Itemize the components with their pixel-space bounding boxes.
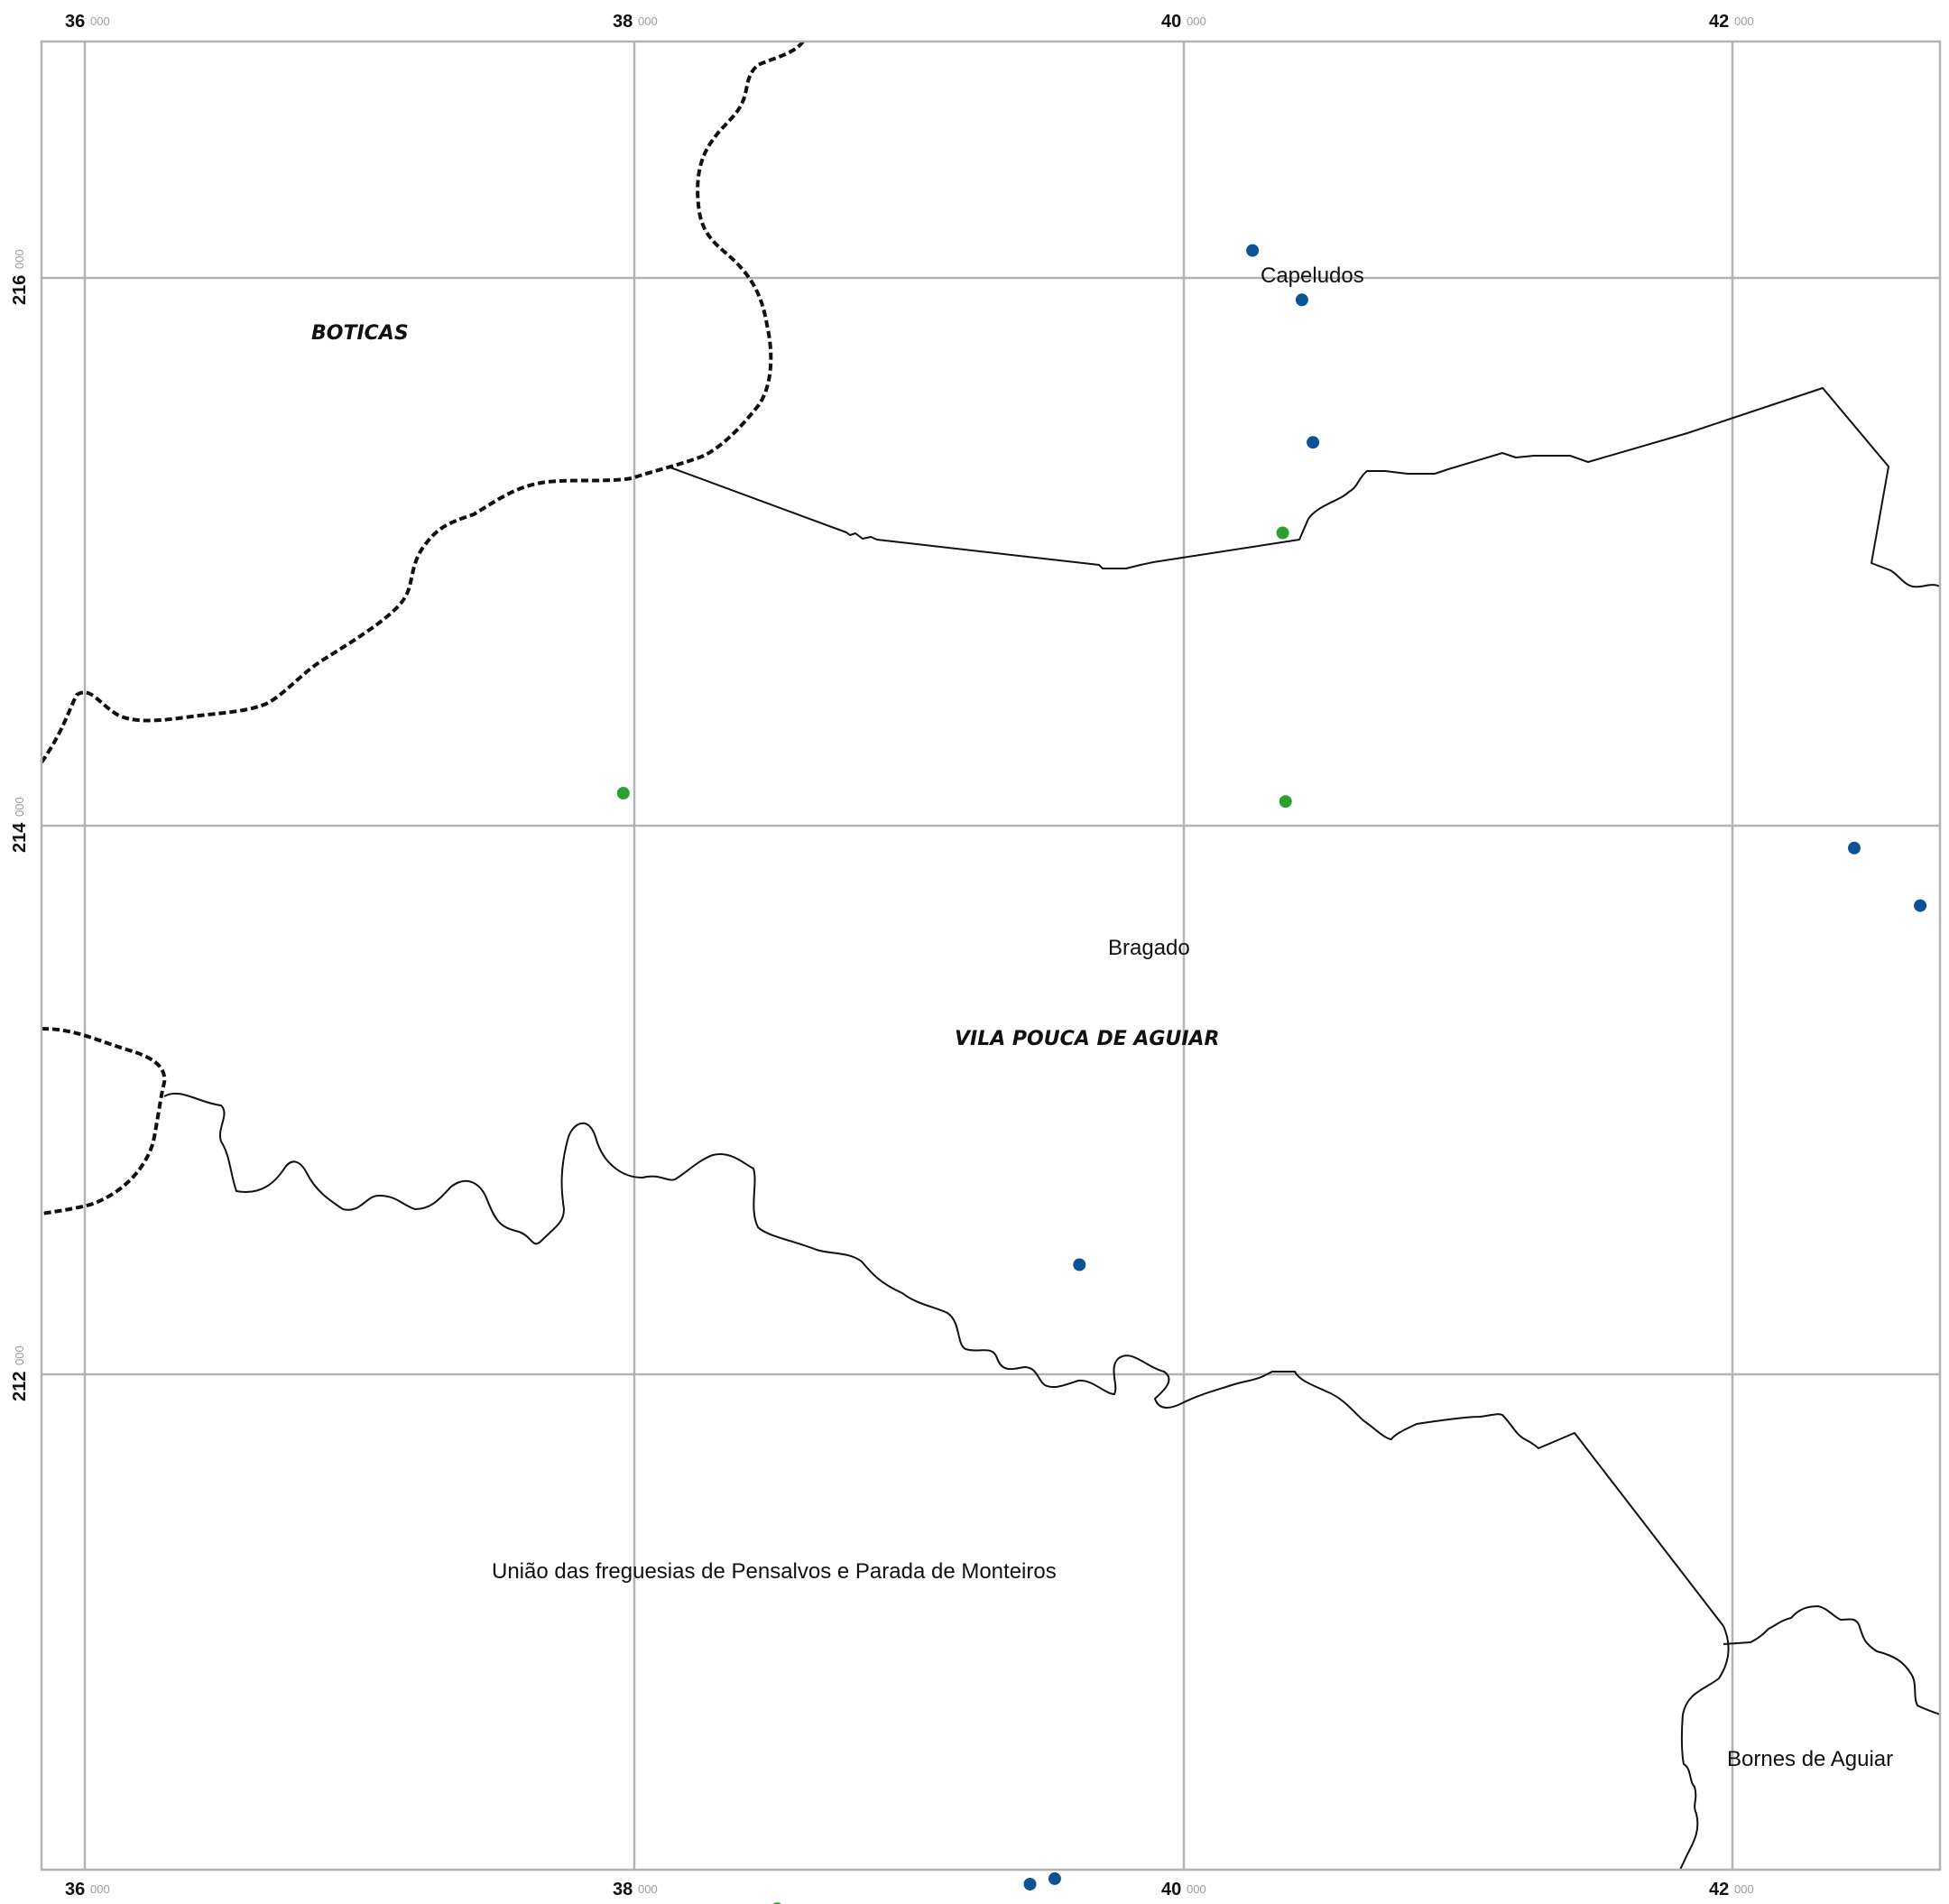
point-green-0[interactable] xyxy=(1276,526,1289,540)
point-blue-1[interactable] xyxy=(1295,293,1308,307)
parish-label-capeludos: Capeludos xyxy=(1261,263,1364,288)
tick-x-bottom-38: 38 xyxy=(613,1880,633,1899)
point-blue-2[interactable] xyxy=(1307,436,1320,449)
tick-y-214-minor: 000 xyxy=(13,797,26,817)
tick-x-top-40-minor: 000 xyxy=(1187,14,1206,28)
points-layer xyxy=(616,244,1927,1904)
parish-label-bragado: Bragado xyxy=(1108,936,1190,960)
tick-x-top-36: 36 xyxy=(65,12,85,32)
point-blue-6[interactable] xyxy=(1048,1872,1061,1885)
point-green-1[interactable] xyxy=(616,787,630,799)
tick-y-216: 216 xyxy=(10,275,30,305)
municipal-boundary-south xyxy=(41,1027,167,1215)
tick-x-top-42: 42 xyxy=(1709,12,1729,32)
municipality-label-boticas: BOTICAS xyxy=(311,322,409,345)
tick-x-top-38-minor: 000 xyxy=(638,14,658,28)
parish-boundary-south xyxy=(163,1092,1724,1627)
tick-x-top-38: 38 xyxy=(613,12,633,32)
tick-x-bottom-36-minor: 000 xyxy=(90,1882,110,1896)
parish-boundary-capeludos xyxy=(667,387,1941,588)
tick-y-216-minor: 000 xyxy=(13,249,26,269)
map-frame xyxy=(40,40,1942,1872)
tick-x-top-42-minor: 000 xyxy=(1734,14,1754,28)
point-blue-7[interactable] xyxy=(1023,1878,1037,1890)
tick-y-212-minor: 000 xyxy=(13,1345,26,1365)
tick-x-bottom-42: 42 xyxy=(1709,1880,1729,1899)
tick-x-bottom-42-minor: 000 xyxy=(1734,1882,1754,1896)
parish-boundary-bornes xyxy=(1679,1625,1730,1871)
municipal-boundary-north xyxy=(40,40,805,764)
tick-x-bottom-36: 36 xyxy=(65,1880,85,1899)
tick-x-bottom-38-minor: 000 xyxy=(638,1882,658,1896)
tick-x-bottom-40: 40 xyxy=(1161,1880,1181,1899)
grid-lines xyxy=(42,42,1940,1870)
point-blue-4[interactable] xyxy=(1914,899,1927,912)
parish-label-pensalvos-parada: União das freguesias de Pensalvos e Para… xyxy=(492,1559,1057,1584)
tick-x-top-36-minor: 000 xyxy=(90,14,110,28)
point-green-2[interactable] xyxy=(1279,795,1292,809)
point-blue-5[interactable] xyxy=(1073,1258,1086,1271)
point-blue-0[interactable] xyxy=(1246,244,1260,257)
parish-label-bornes-de-aguiar: Bornes de Aguiar xyxy=(1727,1747,1893,1771)
tick-y-214: 214 xyxy=(10,822,30,853)
point-blue-3[interactable] xyxy=(1848,841,1861,855)
municipality-label-vila-pouca-de-aguiar: VILA POUCA DE AGUIAR xyxy=(955,1028,1220,1050)
tick-x-bottom-40-minor: 000 xyxy=(1187,1882,1206,1896)
tick-y-212: 212 xyxy=(10,1372,30,1401)
parish-boundary-bornes-east xyxy=(1723,1605,1941,1715)
tick-x-top-40: 40 xyxy=(1161,12,1181,32)
